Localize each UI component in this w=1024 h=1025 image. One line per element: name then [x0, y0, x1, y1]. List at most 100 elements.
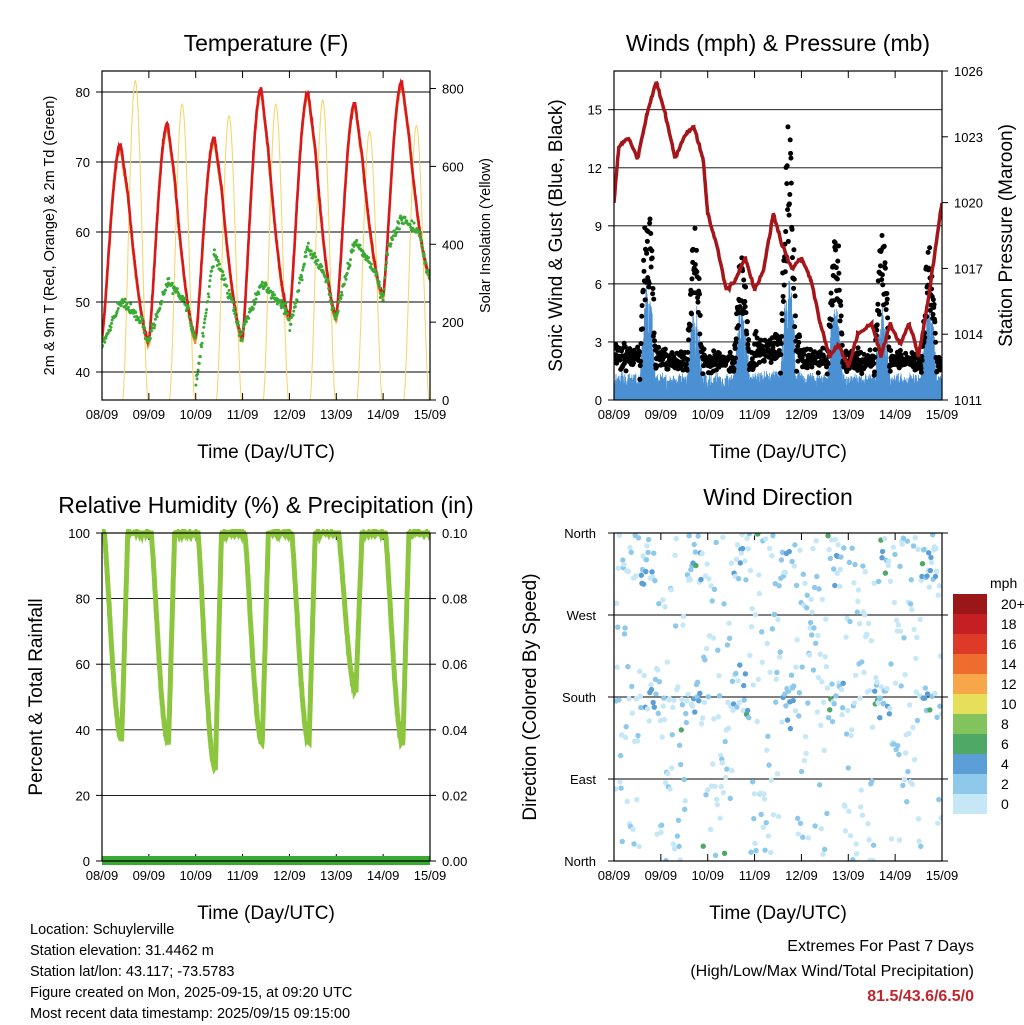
direction-point — [804, 592, 810, 598]
gust-point — [641, 268, 647, 274]
direction-point — [919, 560, 926, 567]
direction-point — [855, 587, 862, 593]
dewpoint-point — [243, 322, 247, 326]
y2-tick-label: 600 — [442, 159, 464, 174]
direction-frame — [613, 532, 943, 862]
dewpoint-point — [234, 315, 238, 319]
direction-point — [746, 715, 752, 721]
dewpoint-point — [194, 383, 198, 387]
direction-point — [758, 629, 765, 635]
gust-point — [795, 358, 801, 364]
winds-xlabel: Time (Day/UTC) — [709, 442, 847, 463]
direction-point — [879, 555, 885, 561]
dewpoint-point — [418, 230, 422, 234]
direction-point — [809, 609, 815, 615]
direction-point — [807, 619, 814, 626]
direction-point — [893, 617, 900, 624]
direction-point — [866, 837, 872, 843]
dewpoint-point — [177, 292, 181, 296]
x-tick-label: 13/09 — [320, 407, 353, 422]
dewpoint-point — [208, 279, 212, 283]
direction-point — [816, 782, 823, 788]
direction-point — [857, 695, 863, 701]
dewpoint-point — [218, 262, 222, 266]
direction-point — [871, 580, 877, 586]
temperature-ylabel: 2m & 9m T (Red, Orange) & 2m Td (Green) — [42, 96, 58, 376]
dewpoint-point — [340, 293, 344, 297]
gust-point — [649, 248, 655, 254]
direction-point — [897, 628, 904, 634]
speed-legend-label: 2 — [1001, 776, 1009, 792]
direction-point — [820, 699, 827, 705]
dewpoint-point — [389, 242, 393, 246]
direction-point — [814, 573, 820, 580]
gust-point — [647, 216, 653, 222]
direction-point — [643, 568, 649, 575]
direction-point — [708, 583, 714, 589]
gust-point — [637, 376, 643, 382]
direction-point — [878, 684, 885, 690]
y-tick-label: 100 — [68, 526, 90, 541]
gust-point — [686, 327, 692, 333]
direction-point — [918, 843, 924, 850]
speed-legend-label: 0 — [1001, 796, 1009, 812]
gust-point — [936, 354, 942, 360]
direction-point — [660, 703, 666, 709]
direction-point — [827, 555, 833, 562]
direction-point — [681, 806, 688, 813]
direction-point — [888, 661, 894, 667]
direction-point — [724, 642, 731, 648]
direction-point — [906, 730, 912, 737]
direction-point — [832, 582, 838, 589]
y-tick-label: 9 — [595, 219, 602, 234]
direction-point — [658, 829, 664, 836]
direction-point — [882, 535, 888, 542]
speed-legend-swatch — [953, 714, 987, 734]
dewpoint-point — [386, 253, 390, 257]
direction-title: Wind Direction — [703, 484, 853, 510]
direction-point — [725, 725, 732, 732]
direction-point — [918, 577, 925, 584]
dewpoint-point — [383, 276, 387, 280]
dewpoint-point — [348, 264, 352, 268]
temperature-title: Temperature (F) — [184, 30, 349, 56]
gust-point — [859, 371, 865, 377]
speed-legend-title: mph — [990, 575, 1017, 591]
gust-point — [692, 262, 698, 268]
gust-point — [834, 276, 840, 282]
dewpoint-point — [196, 368, 200, 372]
y2-tick-label: 0.08 — [442, 592, 467, 607]
dewpoint-point — [378, 296, 382, 300]
gust-point — [745, 342, 751, 348]
rh-series — [102, 529, 430, 865]
direction-point — [754, 718, 760, 725]
dewpoint-point — [355, 238, 359, 242]
direction-point — [739, 545, 746, 552]
dewpoint-point — [209, 274, 213, 278]
direction-point — [868, 637, 875, 644]
direction-point — [823, 663, 830, 670]
direction-point — [733, 556, 740, 562]
y2-tick-label: 0 — [442, 393, 449, 408]
direction-point — [924, 573, 930, 579]
dewpoint-point — [329, 302, 333, 306]
direction-point — [818, 825, 824, 832]
x-tick-label: 14/09 — [367, 407, 400, 422]
dewpoint-point — [269, 289, 273, 293]
direction-point — [720, 534, 726, 540]
dewpoint-point — [358, 243, 362, 247]
direction-point — [678, 761, 684, 768]
dewpoint-point — [196, 372, 200, 376]
direction-point — [694, 679, 701, 686]
dewpoint-point — [114, 313, 118, 317]
gust-point — [882, 260, 888, 266]
dewpoint-point — [337, 299, 341, 303]
direction-point — [676, 843, 682, 850]
y2-tick-label: 0.02 — [442, 788, 467, 803]
dewpoint-point — [158, 306, 162, 310]
direction-point — [821, 747, 827, 754]
direction-point — [675, 684, 681, 690]
direction-point — [682, 798, 688, 804]
y-category-label: West — [567, 608, 597, 623]
direction-point — [752, 840, 758, 847]
